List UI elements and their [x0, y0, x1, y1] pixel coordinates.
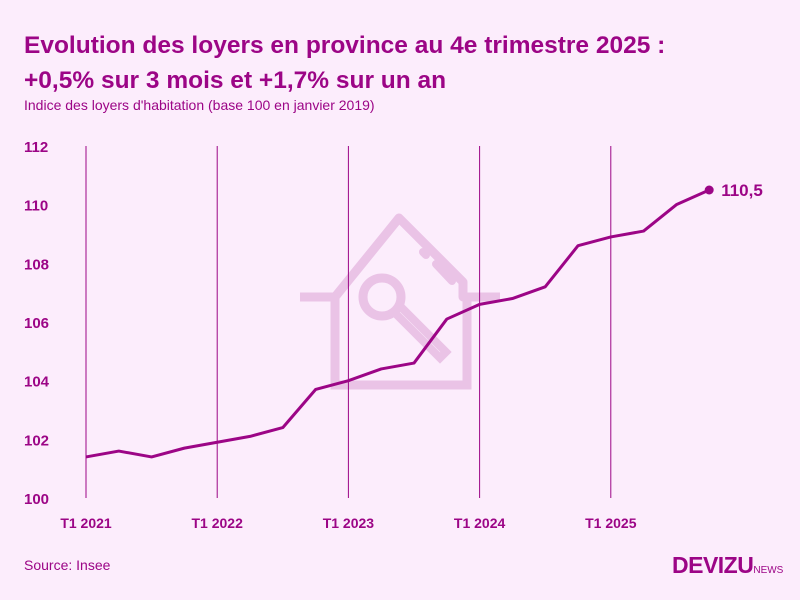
- x-tick-label: T1 2023: [323, 515, 375, 531]
- x-tick-label: T1 2025: [585, 515, 637, 531]
- chart-title: Evolution des loyers en province au 4e t…: [24, 28, 784, 98]
- logo: DEVIZUNEWS: [672, 552, 783, 579]
- y-tick-label: 102: [24, 432, 49, 449]
- y-tick-label: 106: [24, 315, 49, 332]
- series-line: [85, 188, 710, 459]
- y-tick-label: 110: [24, 198, 48, 215]
- title-line-2: +0,5% sur 3 mois et +1,7% sur un an: [24, 67, 447, 94]
- chart-subtitle: Indice des loyers d'habitation (base 100…: [24, 97, 375, 113]
- source-note: Source: Insee: [24, 557, 111, 573]
- x-tick-label: T1 2021: [60, 515, 112, 531]
- logo-sub: NEWS: [753, 565, 784, 576]
- end-label: 110,5: [721, 181, 763, 200]
- y-tick-label: 112: [24, 139, 48, 156]
- house-key-icon: [300, 213, 500, 390]
- y-tick-label: 104: [24, 374, 50, 391]
- y-tick-label: 100: [24, 491, 49, 508]
- end-point: [704, 185, 714, 195]
- logo-main: DEVIZU: [672, 552, 754, 578]
- title-line-1: Evolution des loyers en province au 4e t…: [24, 32, 666, 59]
- x-tick-label: T1 2024: [454, 515, 506, 531]
- y-tick-label: 108: [24, 256, 49, 273]
- x-tick-label: T1 2022: [192, 515, 244, 531]
